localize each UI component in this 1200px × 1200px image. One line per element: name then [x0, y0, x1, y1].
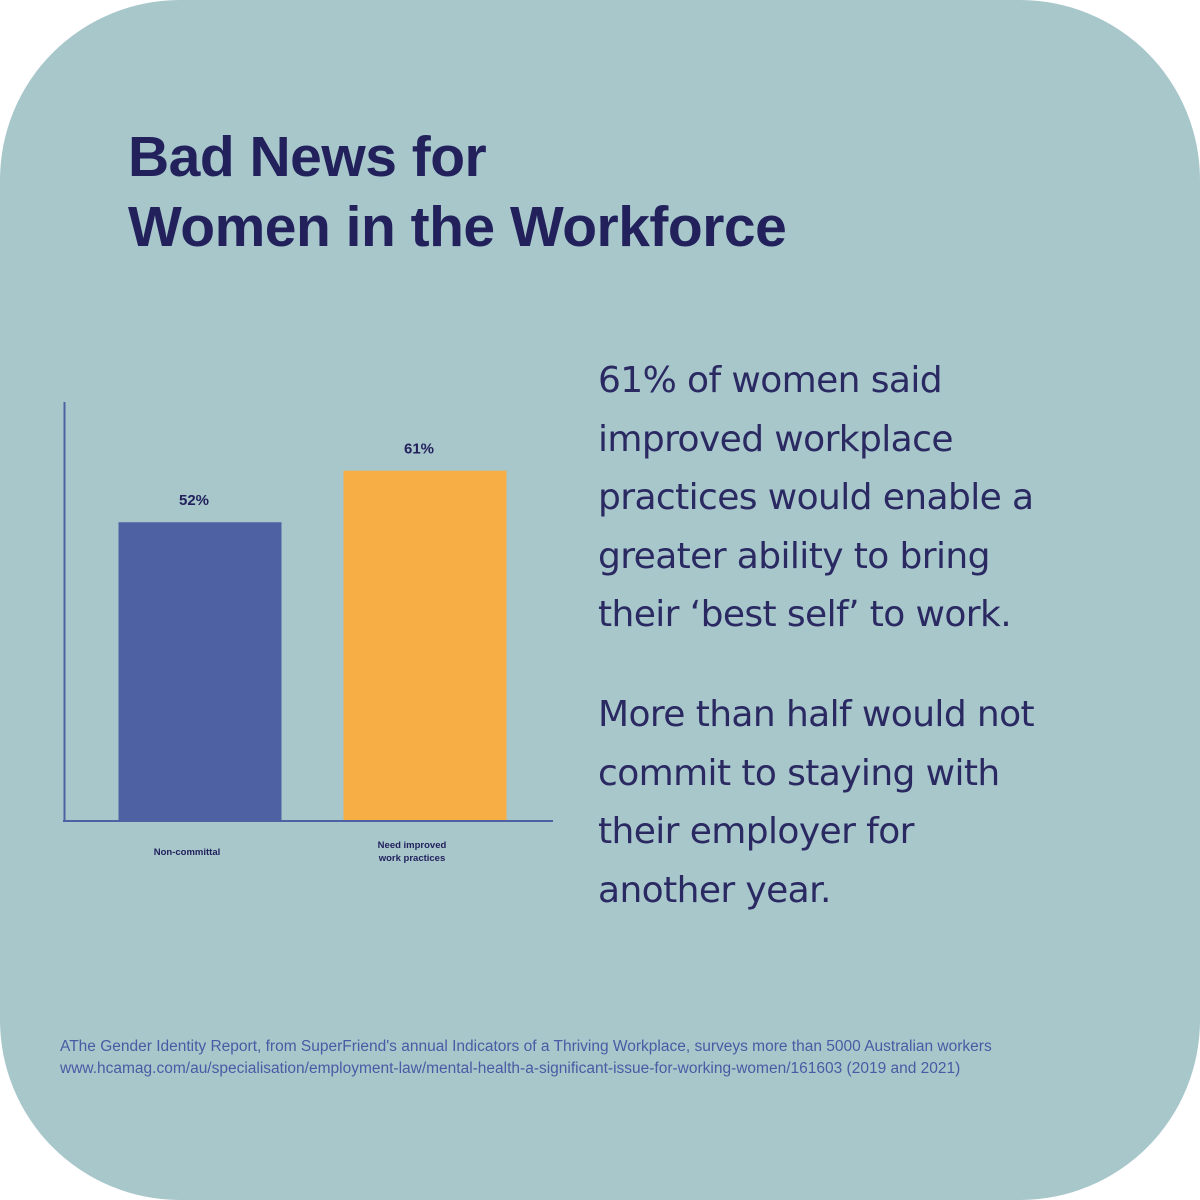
statistic-paragraph: 61% of women said improved workplace pra… — [598, 352, 1158, 645]
paragraph-line: their ‘best self’ to work. — [598, 594, 1012, 635]
page-title: Bad News for Women in the Workforce — [128, 122, 787, 262]
paragraph-line: More than half would not — [598, 694, 1035, 735]
title-line-1: Bad News for — [128, 125, 487, 189]
footnote-source-url: www.hcamag.com/au/specialisation/employm… — [60, 1060, 961, 1077]
data-label: 52% — [179, 492, 209, 509]
category-label: Non-committal — [154, 847, 221, 858]
retention-paragraph: More than half would not commit to stayi… — [598, 686, 1158, 920]
paragraph-line: 61% of women said — [598, 360, 943, 401]
data-label: 61% — [404, 441, 434, 458]
paragraph-line: commit to staying with — [598, 752, 1000, 794]
category-label: work practices — [378, 853, 446, 864]
paragraph-line: greater ability to bring — [598, 535, 990, 577]
paragraph-line: improved workplace — [598, 418, 953, 460]
bar-1 — [118, 522, 282, 820]
paragraph-line: practices would enable a — [598, 477, 1034, 518]
bars-group: 52% Non-committal 61% Need improved work pra… — [118, 441, 507, 864]
bar-2 — [343, 470, 507, 820]
bar-chart-svg: 52% Non-committal 61% Need improved work pra… — [63, 402, 553, 864]
source-footnote: AThe Gender Identity Report, from SuperF… — [60, 1036, 992, 1080]
paragraph-line: another year. — [598, 869, 831, 911]
paragraph-line: their employer for — [598, 811, 914, 852]
bar-chart: 52% Non-committal 61% Need improved work pra… — [0, 380, 570, 885]
title-line-2: Women in the Workforce — [128, 195, 787, 259]
category-label: Need improved — [378, 840, 447, 851]
footnote-line-1: AThe Gender Identity Report, from SuperF… — [60, 1038, 992, 1055]
